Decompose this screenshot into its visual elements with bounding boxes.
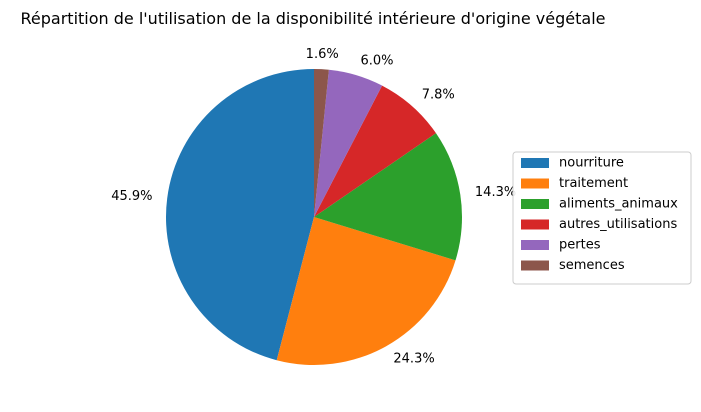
legend: nourriture traitement aliments_animauxautr…	[512, 151, 692, 285]
legend-swatch-traitement	[521, 178, 549, 189]
legend-swatch-semences	[521, 260, 549, 271]
pie-slice-pertes	[314, 69, 383, 217]
legend-label-semences: semences	[559, 258, 625, 273]
chart-title: Répartition de l'utilisation de la dispo…	[21, 9, 606, 28]
percent-label-nourriture: 45.9%	[111, 189, 152, 204]
pie-slice-traitement	[276, 217, 456, 365]
legend-label-nourriture: nourriture	[559, 156, 624, 171]
pie-slice-nourriture	[165, 69, 314, 361]
percent-label-pertes: 6.0%	[360, 53, 393, 68]
legend-swatch-pertes	[521, 240, 549, 250]
percent-label-traitement: 24.3%	[393, 352, 434, 367]
pie-slice-semences	[314, 69, 329, 217]
legend-label-aliments-animaux: aliments_animaux	[559, 197, 678, 212]
percent-label-semences: 1.6%	[306, 47, 339, 62]
legend-label-pertes: pertes	[559, 238, 601, 253]
percent-label-autres-utilisations: 7.8%	[422, 87, 455, 102]
legend-frame	[512, 151, 692, 285]
percent-label-aliments-animaux: 14.3%	[475, 185, 516, 200]
legend-swatch-aliments-animaux	[521, 199, 549, 209]
pie-slices	[165, 69, 462, 365]
percent-labels: 45.9% 24.3% 14.3% 7.8% 6.0% 1.6%	[111, 47, 516, 367]
legend-swatch-nourriture	[521, 158, 549, 168]
legend-label-autres-utilisations: autres_utilisations	[559, 217, 677, 232]
pie-slice-aliments-animaux	[314, 133, 462, 261]
legend-label-traitement: traitement	[559, 176, 628, 191]
legend-swatch-autres-utilisations	[521, 219, 549, 230]
pie-slice-autres-utilisations	[314, 85, 436, 217]
legend-items: nourriture traitement aliments_animauxautr…	[521, 156, 678, 273]
